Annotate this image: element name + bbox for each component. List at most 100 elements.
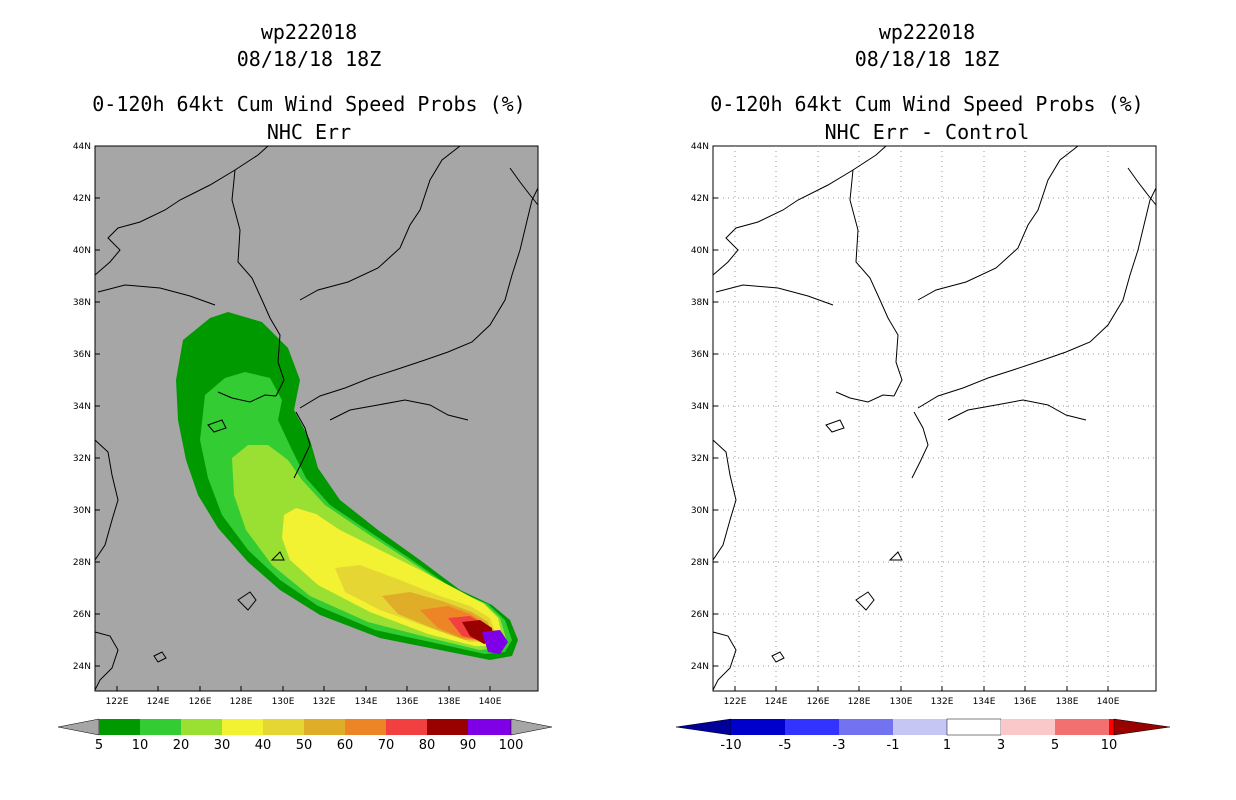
right-datetime: 08/18/18 18Z xyxy=(854,47,1000,71)
lat-label: 28N xyxy=(691,558,709,568)
colorbar-label: -1 xyxy=(887,738,900,753)
lon-label: 122E xyxy=(724,697,747,707)
right-axes xyxy=(713,145,1109,691)
colorbar-box xyxy=(946,718,1002,736)
lat-label: 30N xyxy=(73,506,91,516)
graticule xyxy=(713,146,1156,691)
lon-label: 126E xyxy=(807,697,830,707)
right-lat-labels: 44N 42N 40N 38N 36N 34N 32N 30N 28N 26N … xyxy=(691,142,709,672)
prob-contour-90 xyxy=(482,630,508,654)
lat-label: 34N xyxy=(691,402,709,412)
lon-label: 122E xyxy=(106,697,129,707)
lat-label: 24N xyxy=(691,662,709,672)
lat-label: 26N xyxy=(73,610,91,620)
lat-label: 24N xyxy=(73,662,91,672)
right-map-background xyxy=(712,145,1157,692)
right-lon-labels: 122E 124E 126E 128E 130E 132E 134E 136E … xyxy=(724,697,1120,707)
colorbar-label: 3 xyxy=(997,738,1005,753)
right-subtitle: NHC Err - Control xyxy=(824,120,1030,144)
right-product-title: 0-120h 64kt Cum Wind Speed Probs (%) xyxy=(710,92,1144,116)
lon-label: 136E xyxy=(396,697,419,707)
lat-label: 32N xyxy=(73,454,91,464)
lon-label: 138E xyxy=(1056,697,1079,707)
colorbar-box xyxy=(785,719,839,735)
lat-label: 26N xyxy=(691,610,709,620)
lon-label: 140E xyxy=(479,697,502,707)
colorbar-label: 90 xyxy=(460,738,477,753)
lon-label: 132E xyxy=(931,697,954,707)
colorbar-box xyxy=(222,719,263,735)
lat-label: 42N xyxy=(73,194,91,204)
colorbar-label: 40 xyxy=(255,738,272,753)
colorbar-label: 1 xyxy=(943,738,951,753)
colorbar-label: 5 xyxy=(1051,738,1059,753)
colorbar-box xyxy=(263,719,304,735)
colorbar-high-arrow xyxy=(1113,718,1171,736)
left-map: 122E 124E 126E 128E 130E 132E 134E 136E … xyxy=(57,142,553,753)
lon-label: 132E xyxy=(313,697,336,707)
left-datetime: 08/18/18 18Z xyxy=(236,47,382,71)
lat-label: 38N xyxy=(691,298,709,308)
colorbar-box xyxy=(345,719,386,735)
colorbar-label: 70 xyxy=(378,738,395,753)
left-lat-labels: 44N 42N 40N 38N 36N 34N 32N 30N 28N 26N … xyxy=(73,142,91,672)
colorbar-label: 5 xyxy=(95,738,103,753)
left-lon-labels: 122E 124E 126E 128E 130E 132E 134E 136E … xyxy=(106,697,502,707)
lat-label: 40N xyxy=(73,246,91,256)
lat-label: 32N xyxy=(691,454,709,464)
lat-label: 44N xyxy=(691,142,709,152)
lon-label: 136E xyxy=(1014,697,1037,707)
lon-label: 128E xyxy=(230,697,253,707)
colorbar-box xyxy=(1055,719,1109,735)
lat-label: 30N xyxy=(691,506,709,516)
colorbar-box xyxy=(181,719,222,735)
lon-label: 138E xyxy=(438,697,461,707)
colorbar-box xyxy=(386,719,427,735)
right-storm-id: wp222018 xyxy=(878,20,976,44)
lon-label: 128E xyxy=(848,697,871,707)
lon-label: 130E xyxy=(272,697,295,707)
lat-label: 36N xyxy=(691,350,709,360)
colorbar-label: -10 xyxy=(720,738,741,753)
left-axes xyxy=(95,145,491,691)
lon-label: 140E xyxy=(1097,697,1120,707)
lon-label: 124E xyxy=(147,697,170,707)
lat-label: 42N xyxy=(691,194,709,204)
lat-label: 28N xyxy=(73,558,91,568)
lon-label: 134E xyxy=(973,697,996,707)
colorbar-box xyxy=(468,719,511,735)
colorbar-box xyxy=(99,719,140,735)
colorbar-box xyxy=(427,719,468,735)
colorbar-low-arrow xyxy=(57,718,100,736)
colorbar-label: -5 xyxy=(779,738,792,753)
colorbar-label: 10 xyxy=(132,738,149,753)
colorbar-box xyxy=(893,719,947,735)
right-panel: wp222018 08/18/18 18Z 0-120h 64kt Cum Wi… xyxy=(618,0,1236,800)
lat-label: 38N xyxy=(73,298,91,308)
lat-label: 34N xyxy=(73,402,91,412)
left-storm-id: wp222018 xyxy=(260,20,358,44)
colorbar-box xyxy=(140,719,181,735)
colorbar-high-arrow xyxy=(510,718,553,736)
lon-label: 124E xyxy=(765,697,788,707)
lat-label: 36N xyxy=(73,350,91,360)
colorbar-box xyxy=(304,719,345,735)
colorbar-label: 30 xyxy=(214,738,231,753)
probability-swath xyxy=(176,312,518,660)
right-map: 122E 124E 126E 128E 130E 132E 134E 136E … xyxy=(675,142,1171,753)
left-coastlines xyxy=(94,145,539,691)
colorbar-box xyxy=(1001,719,1055,735)
colorbar-box xyxy=(1109,719,1114,735)
left-colorbar: 5 10 20 30 40 50 60 70 80 90 100 xyxy=(57,718,553,753)
lat-label: 44N xyxy=(73,142,91,152)
lon-label: 130E xyxy=(890,697,913,707)
left-subtitle: NHC Err xyxy=(266,120,352,144)
colorbar-label: -3 xyxy=(833,738,846,753)
left-product-title: 0-120h 64kt Cum Wind Speed Probs (%) xyxy=(92,92,526,116)
colorbar-label: 100 xyxy=(499,738,524,753)
left-panel: wp222018 08/18/18 18Z 0-120h 64kt Cum Wi… xyxy=(57,20,553,753)
colorbar-label: 60 xyxy=(337,738,354,753)
colorbar-label: 80 xyxy=(419,738,436,753)
right-colorbar: -10 -5 -3 -1 1 3 5 10 xyxy=(675,718,1171,753)
colorbar-label: 10 xyxy=(1101,738,1118,753)
